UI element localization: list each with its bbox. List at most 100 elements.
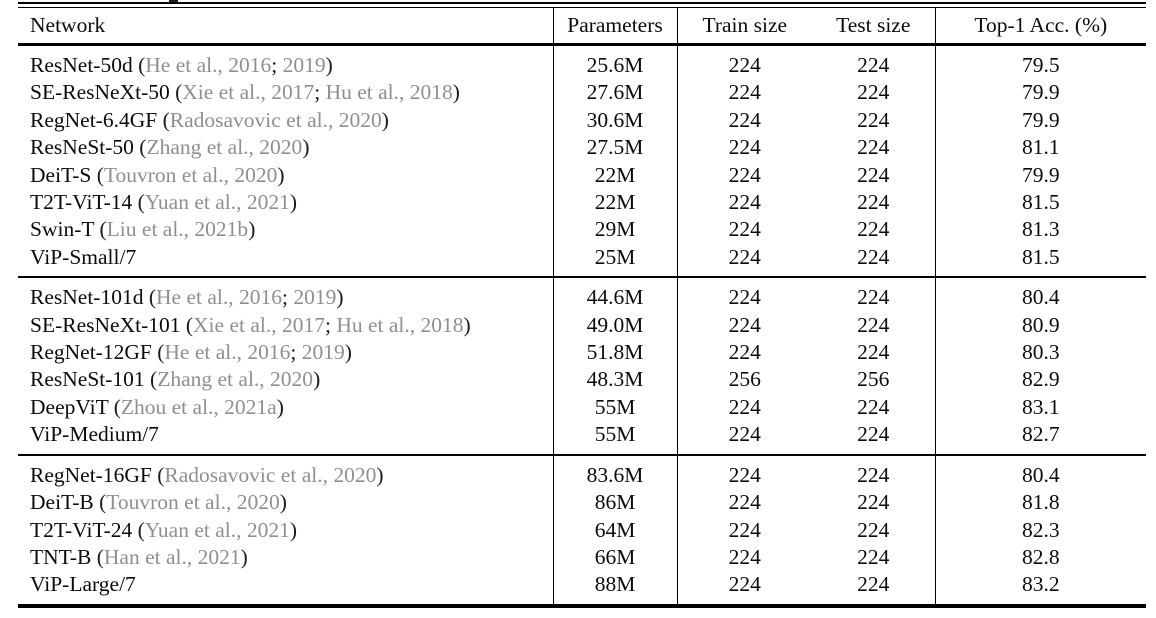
parameters-cell: 55M bbox=[552, 421, 678, 455]
network-name: ViP-Large/7 bbox=[30, 572, 136, 597]
citation-paren-open: ( bbox=[180, 312, 194, 337]
network-cell: DeepViT (Zhou et al., 2021a) bbox=[18, 394, 553, 421]
network-cell: SE-ResNeXt-50 (Xie et al., 2017; Hu et a… bbox=[18, 79, 553, 106]
citation-paren-close: ) bbox=[376, 462, 384, 487]
train-size-cell: 224 bbox=[728, 394, 761, 419]
network-name: T2T-ViT-14 bbox=[30, 190, 133, 215]
table-row: DeepViT (Zhou et al., 2021a) 55M 224 224 83.… bbox=[18, 393, 1146, 422]
test-size-cell: 224 bbox=[857, 80, 890, 105]
network-name: RegNet-6.4GF bbox=[30, 107, 158, 132]
citation-link[interactable]: Liu et al., 2021b bbox=[106, 217, 249, 242]
citation-link[interactable]: Yuan et al., 2021 bbox=[144, 517, 290, 542]
network-name: DeiT-B bbox=[30, 490, 94, 515]
network-cell: SE-ResNeXt-101 (Xie et al., 2017; Hu et … bbox=[18, 312, 553, 339]
network-name: DeiT-S bbox=[30, 162, 92, 187]
citation-paren-close: ) bbox=[381, 107, 389, 132]
citation-link[interactable]: He et al., 2016 bbox=[156, 285, 282, 310]
citation-link[interactable]: 2019 bbox=[293, 285, 337, 310]
citation-link[interactable]: Han et al., 2021 bbox=[103, 544, 241, 569]
train-size-cell: 224 bbox=[728, 244, 761, 269]
top1-acc-cell: 79.9 bbox=[934, 161, 1146, 190]
table-row: RegNet-6.4GF (Radosavovic et al., 2020) 3… bbox=[18, 106, 1146, 135]
citation-paren-close: ) bbox=[344, 340, 352, 365]
citation-link[interactable]: He et al., 2016 bbox=[145, 53, 272, 77]
parameters-cell: 64M bbox=[552, 516, 678, 544]
table-row: ResNet-50d (He et al., 2016; 2019) 25.6M 2… bbox=[18, 44, 1146, 80]
parameters-cell: 86M bbox=[552, 489, 678, 517]
column-header-acc: Top-1 Acc. (%) bbox=[934, 8, 1146, 45]
citation-separator: ; bbox=[324, 312, 337, 337]
citation-separator: ; bbox=[271, 53, 283, 77]
parameters-cell: 83.6M bbox=[552, 454, 678, 490]
table-row: T2T-ViT-14 (Yuan et al., 2021) 22M 224 224 8… bbox=[18, 189, 1146, 217]
top1-acc-cell: 79.9 bbox=[934, 106, 1146, 135]
citation-link[interactable]: Hu et al., 2018 bbox=[325, 80, 453, 105]
top1-acc-cell: 81.8 bbox=[934, 489, 1146, 517]
network-name: TNT-B bbox=[30, 544, 92, 569]
train-size-cell: 224 bbox=[728, 340, 761, 365]
citation-link[interactable]: Xie et al., 2017 bbox=[193, 312, 325, 337]
table-row: ResNeSt-50 (Zhang et al., 2020) 27.5M 224 2… bbox=[18, 134, 1146, 162]
network-name: ResNet-50d bbox=[30, 53, 133, 77]
citation-paren-open: ( bbox=[91, 162, 104, 187]
table-row: DeiT-B (Touvron et al., 2020) 86M 224 224 81… bbox=[18, 489, 1146, 517]
citation-paren-close: ) bbox=[279, 490, 287, 515]
citation-link[interactable]: Zhang et al., 2020 bbox=[157, 367, 314, 392]
train-size-cell: 224 bbox=[728, 285, 761, 310]
table-row: T2T-ViT-24 (Yuan et al., 2021) 64M 224 224 8… bbox=[18, 516, 1146, 544]
top1-acc-cell: 82.8 bbox=[934, 543, 1146, 572]
train-size-cell: 224 bbox=[728, 190, 761, 215]
test-size-cell: 224 bbox=[857, 162, 890, 187]
top1-acc-cell: 80.3 bbox=[934, 339, 1146, 367]
top1-acc-cell: 82.7 bbox=[934, 421, 1146, 455]
network-cell: ResNeSt-101 (Zhang et al., 2020) bbox=[18, 366, 553, 393]
test-size-cell: 224 bbox=[857, 107, 890, 132]
table-row: ResNeSt-101 (Zhang et al., 2020) 48.3M 256… bbox=[18, 366, 1146, 394]
top1-acc-cell: 81.5 bbox=[934, 189, 1146, 217]
train-size-cell: 224 bbox=[728, 217, 761, 242]
network-name: ResNeSt-50 bbox=[30, 135, 134, 160]
top1-acc-cell: 83.1 bbox=[934, 393, 1146, 422]
network-cell: RegNet-16GF (Radosavovic et al., 2020) bbox=[18, 455, 553, 489]
network-name: ViP-Medium/7 bbox=[30, 422, 159, 447]
parameters-cell: 22M bbox=[552, 189, 678, 217]
top1-acc-cell: 79.9 bbox=[934, 79, 1146, 107]
test-size-cell: 224 bbox=[857, 517, 890, 542]
train-size-cell: 224 bbox=[728, 544, 761, 569]
citation-link[interactable]: Hu et al., 2018 bbox=[336, 312, 464, 337]
parameters-cell: 25M bbox=[552, 243, 678, 278]
column-header-test: Test size bbox=[836, 12, 911, 37]
top1-acc-cell: 81.1 bbox=[934, 134, 1146, 162]
citation-paren-close: ) bbox=[277, 162, 285, 187]
citation-paren-close: ) bbox=[276, 394, 284, 419]
citation-link[interactable]: Zhang et al., 2020 bbox=[146, 135, 303, 160]
citation-paren-open: ( bbox=[151, 340, 165, 365]
citation-link[interactable]: Xie et al., 2017 bbox=[182, 80, 315, 105]
citation-link[interactable]: Radosavovic et al., 2020 bbox=[169, 107, 382, 132]
table-group-2: ResNet-101d (He et al., 2016; 2019) 44.6M… bbox=[18, 277, 1146, 455]
network-cell: ViP-Large/7 bbox=[18, 571, 553, 605]
citation-paren-open: ( bbox=[91, 544, 104, 569]
citation-separator: ; bbox=[281, 285, 294, 310]
top1-acc-cell: 82.3 bbox=[934, 516, 1146, 544]
test-size-cell: 224 bbox=[857, 312, 890, 337]
citation-link[interactable]: 2019 bbox=[282, 53, 326, 77]
citation-link[interactable]: Yuan et al., 2021 bbox=[144, 190, 290, 215]
network-name: SE-ResNeXt-50 bbox=[30, 80, 170, 105]
citation-paren-open: ( bbox=[132, 517, 145, 542]
top1-acc-cell: 80.4 bbox=[934, 277, 1146, 312]
test-size-cell: 224 bbox=[857, 490, 890, 515]
citation-paren-open: ( bbox=[144, 367, 158, 392]
network-cell: DeiT-B (Touvron et al., 2020) bbox=[18, 489, 553, 516]
table-top-double-rule bbox=[18, 2, 1146, 8]
citation-link[interactable]: He et al., 2016 bbox=[164, 340, 291, 365]
network-name: DeepViT bbox=[30, 394, 109, 419]
table-header: Network Parameters Train size Test size Top-… bbox=[18, 8, 1146, 45]
citation-link[interactable]: 2019 bbox=[301, 340, 345, 365]
citation-link[interactable]: Touvron et al., 2020 bbox=[103, 162, 278, 187]
citation-link[interactable]: Radosavovic et al., 2020 bbox=[164, 462, 377, 487]
train-size-cell: 224 bbox=[728, 162, 761, 187]
citation-link[interactable]: Touvron et al., 2020 bbox=[106, 490, 280, 515]
cropped-caption-fragment bbox=[169, 0, 178, 2]
citation-link[interactable]: Zhou et al., 2021a bbox=[120, 394, 277, 419]
